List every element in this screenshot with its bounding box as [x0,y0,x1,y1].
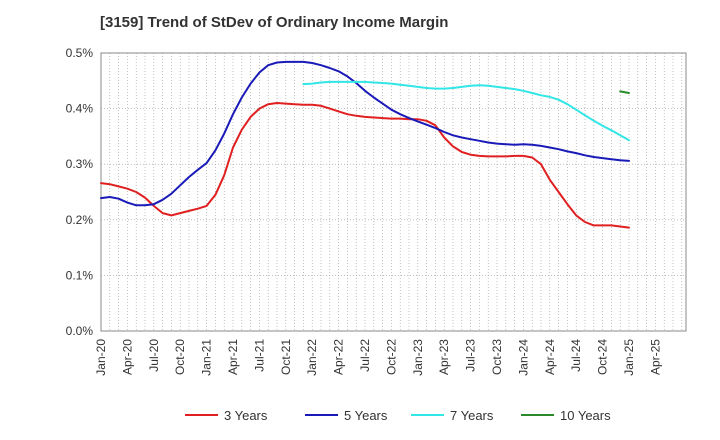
x-tick-label: Jan-22 [305,339,319,376]
y-tick-label: 0.5% [66,46,94,60]
x-tick-label: Oct-21 [279,339,293,375]
series-lines [100,60,630,229]
y-tick-label: 0.2% [66,213,94,227]
legend-label-10-years: 10 Years [560,408,611,423]
x-tick-label: Jan-25 [622,339,636,376]
legend-label-3-years: 3 Years [224,408,268,423]
plot-border [100,52,687,332]
x-tick-label: Jan-23 [411,339,425,376]
x-tick-label: Apr-22 [332,339,346,375]
series-line-3-years [100,102,630,229]
series-line-10-years [619,90,630,94]
plot-background [101,53,686,331]
x-tick-label: Oct-22 [384,339,398,375]
x-tick-label: Apr-21 [226,339,240,375]
legend: 3 Years 5 Years 7 Years 10 Years [185,408,611,423]
y-tick-label: 0.1% [66,268,94,282]
y-tick-label: 0.4% [66,102,94,116]
x-tick-label: Oct-24 [596,339,610,375]
x-tick-label: Jul-21 [252,339,266,372]
y-tick-label: 0.3% [66,157,94,171]
x-tick-label: Jul-22 [358,339,372,372]
legend-label-5-years: 5 Years [344,408,388,423]
x-tick-label: Oct-20 [173,339,187,375]
x-tick-label: Jan-20 [94,339,108,376]
chart-title: [3159] Trend of StDev of Ordinary Income… [100,14,449,31]
tick-labels: 0.0% 0.1% 0.2% 0.3% 0.4% 0.5% Jan-20 Apr-20 Jul-… [66,46,663,376]
x-tick-label: Jan-21 [200,339,214,376]
legend-label-7-years: 7 Years [450,408,494,423]
x-tick-label: Apr-20 [120,339,134,375]
x-tick-label: Apr-24 [543,339,557,375]
x-tick-label: Apr-23 [437,339,451,375]
x-tick-label: Jan-24 [516,339,530,376]
x-tick-label: Jul-23 [464,339,478,372]
series-line-7-years [302,80,630,142]
x-tick-label: Oct-23 [490,339,504,375]
x-tick-label: Jul-24 [569,339,583,372]
x-tick-label: Jul-20 [147,339,161,372]
axes [100,52,687,332]
y-tick-label: 0.0% [66,324,94,338]
series-line-5-years [100,60,630,207]
x-tick-label: Apr-25 [648,339,662,375]
